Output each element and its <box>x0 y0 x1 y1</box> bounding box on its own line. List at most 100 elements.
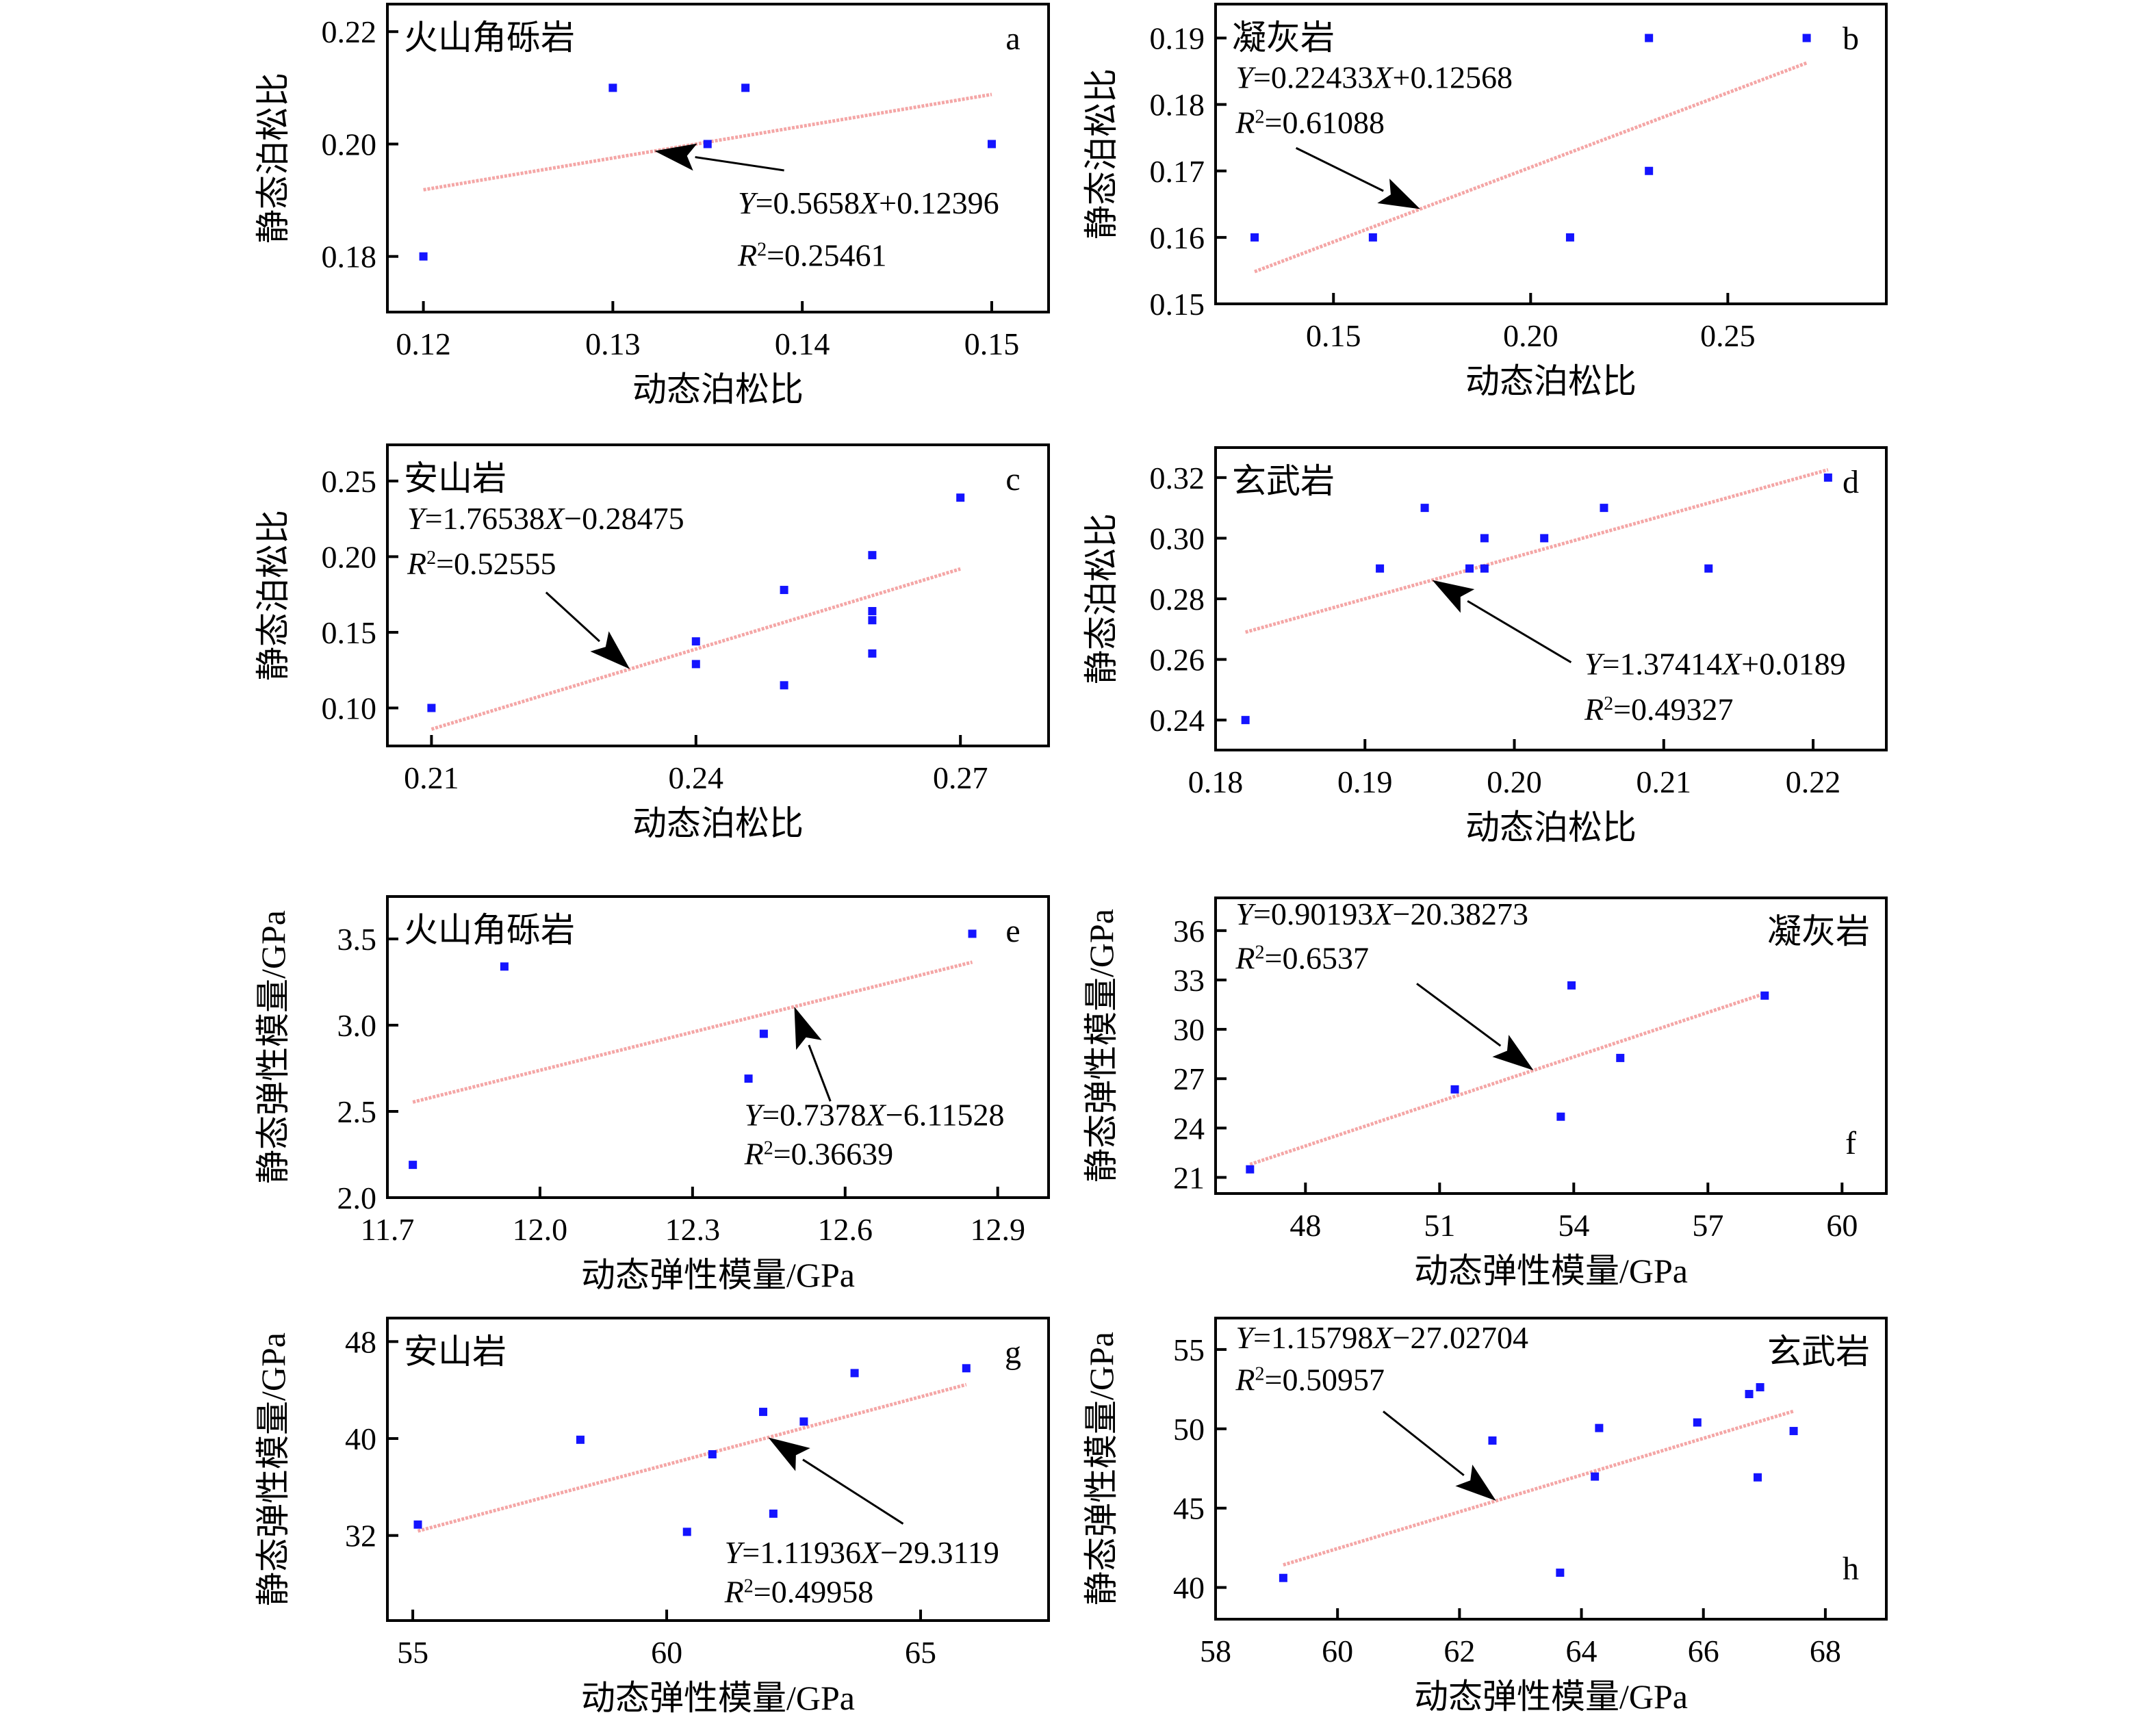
data-point <box>1465 564 1474 573</box>
data-point <box>1567 981 1576 990</box>
superscript-two: 2 <box>744 1575 754 1597</box>
x-axis-title: 动态泊松比 <box>1465 808 1637 847</box>
y-tick-label: 0.32 <box>1150 461 1205 495</box>
y-tick-label: 0.20 <box>322 127 377 162</box>
rock-type-label: 玄武岩 <box>1767 1332 1870 1371</box>
x-axis-title: 动态泊松比 <box>632 370 804 409</box>
x-tick-label: 0.13 <box>585 326 641 361</box>
x-tick-label: 12.0 <box>513 1212 568 1247</box>
regression-equation: Y=1.15798X−27.02704 <box>1235 1320 1528 1355</box>
y-tick-label: 36 <box>1173 914 1205 949</box>
y-tick-label: 30 <box>1173 1012 1205 1047</box>
data-point <box>1420 504 1429 513</box>
data-point <box>1645 166 1654 175</box>
data-point <box>1279 1573 1287 1582</box>
data-point <box>741 83 750 92</box>
regression-equation: Y=0.7378X−6.11528 <box>745 1097 1005 1132</box>
x-tick-label: 55 <box>397 1635 428 1670</box>
y-tick-label: 55 <box>1173 1332 1205 1367</box>
x-tick-label: 66 <box>1688 1634 1719 1668</box>
x-tick-label: 0.12 <box>396 326 451 361</box>
y-tick-label: 0.24 <box>1150 703 1205 738</box>
x-tick-label: 54 <box>1558 1208 1589 1243</box>
chart-panel-b: 0.15 0.20 0.25 0.15 0.16 0.17 0.18 0.19 动态泊松比 静态泊… <box>1082 3 1888 400</box>
rock-type-label: 火山角砾岩 <box>404 18 575 57</box>
plot-frame <box>1214 1317 1888 1621</box>
data-point <box>1368 233 1377 242</box>
data-point <box>409 1161 418 1170</box>
data-point <box>1760 991 1769 1000</box>
equation-part-x: X <box>865 1097 887 1132</box>
r-symbol: R <box>407 546 426 581</box>
data-point <box>1823 473 1832 482</box>
data-point <box>1565 233 1574 242</box>
data-point <box>1246 1165 1255 1174</box>
regression-equation: Y=0.22433X+0.12568 <box>1235 60 1513 95</box>
y-axis-title: 静态弹性模量/GPa <box>254 1332 292 1606</box>
x-tick-label: 0.15 <box>1306 318 1361 353</box>
arrow-shaft <box>808 1044 832 1102</box>
plot-frame <box>386 3 1050 313</box>
equation-part-body: =0.90193 <box>1253 897 1373 931</box>
y-axis-title: 静态弹性模量/GPa <box>1082 1332 1120 1606</box>
data-point <box>1480 564 1489 573</box>
y-tick-label: 33 <box>1173 963 1205 998</box>
r-symbol: R <box>737 238 757 273</box>
data-point <box>1756 1383 1764 1392</box>
x-tick-label: 60 <box>651 1635 682 1670</box>
chart-panel-d: 0.18 0.19 0.20 0.21 0.22 0.24 0.26 0.28 0.30 0.32… <box>1082 446 1888 847</box>
arrow-head-icon <box>1455 1465 1496 1501</box>
y-tick-label: 24 <box>1173 1111 1205 1146</box>
data-point <box>1540 534 1549 543</box>
r-squared-label: R2=0.36639 <box>744 1137 894 1172</box>
x-tick-label: 0.21 <box>404 760 459 795</box>
equation-part-prefix: Y <box>407 501 428 536</box>
r-squared-value: =0.50957 <box>1265 1363 1385 1397</box>
data-point <box>987 140 996 149</box>
equation-part-body: =0.22433 <box>1253 60 1373 95</box>
equation-part-tail: −0.28475 <box>564 501 684 536</box>
equation-part-body: =1.37414 <box>1602 647 1722 682</box>
x-tick-label: 0.24 <box>669 760 724 795</box>
superscript-two: 2 <box>764 1137 773 1159</box>
equation-part-x: X <box>860 1535 882 1570</box>
arrow-head-icon <box>654 143 697 171</box>
panel-letter: h <box>1843 1551 1859 1587</box>
x-tick-label: 64 <box>1566 1634 1597 1668</box>
y-tick-label: 3.0 <box>337 1008 377 1043</box>
panel-letter: a <box>1005 21 1020 57</box>
r-squared-label: R2=0.49958 <box>724 1574 874 1609</box>
equation-part-tail: +0.12568 <box>1393 60 1513 95</box>
rock-type-label: 安山岩 <box>404 459 506 498</box>
equation-part-x: X <box>1721 647 1743 682</box>
data-point <box>1480 534 1489 543</box>
data-point <box>780 681 788 690</box>
r-symbol: R <box>1235 1363 1255 1397</box>
data-point <box>691 660 700 669</box>
x-tick-label: 0.22 <box>1786 764 1841 799</box>
superscript-two: 2 <box>757 239 767 260</box>
x-tick-label: 11.7 <box>361 1212 415 1247</box>
arrow-shaft <box>1383 1410 1465 1476</box>
chart-panel-f: 48 51 54 57 60 21 24 27 30 33 36 动态弹性模量/GPa 静态弹性模量/G… <box>1082 897 1888 1290</box>
data-point <box>956 493 965 502</box>
y-tick-label: 48 <box>345 1324 376 1359</box>
r-squared-value: =0.36639 <box>773 1137 893 1172</box>
data-point <box>868 606 877 615</box>
arrow-shaft <box>1467 599 1572 664</box>
equation-part-x: X <box>543 501 565 536</box>
arrow-shaft <box>1295 146 1384 192</box>
data-point <box>703 140 712 149</box>
data-point <box>1600 504 1608 513</box>
y-axis-title: 静态泊松比 <box>1082 68 1120 240</box>
arrow-shaft <box>695 156 784 172</box>
data-point <box>799 1417 808 1426</box>
equation-part-prefix: Y <box>1235 60 1256 95</box>
regression-equation: Y=0.5658X+0.12396 <box>738 185 999 220</box>
data-point <box>427 704 436 712</box>
x-tick-label: 0.21 <box>1637 764 1692 799</box>
y-tick-label: 0.15 <box>322 615 377 650</box>
equation-part-body: =1.11936 <box>742 1535 861 1570</box>
chart-panel-c: 0.21 0.24 0.27 0.10 0.15 0.20 0.25 动态泊松比 静态泊松比 安山… <box>254 443 1050 842</box>
